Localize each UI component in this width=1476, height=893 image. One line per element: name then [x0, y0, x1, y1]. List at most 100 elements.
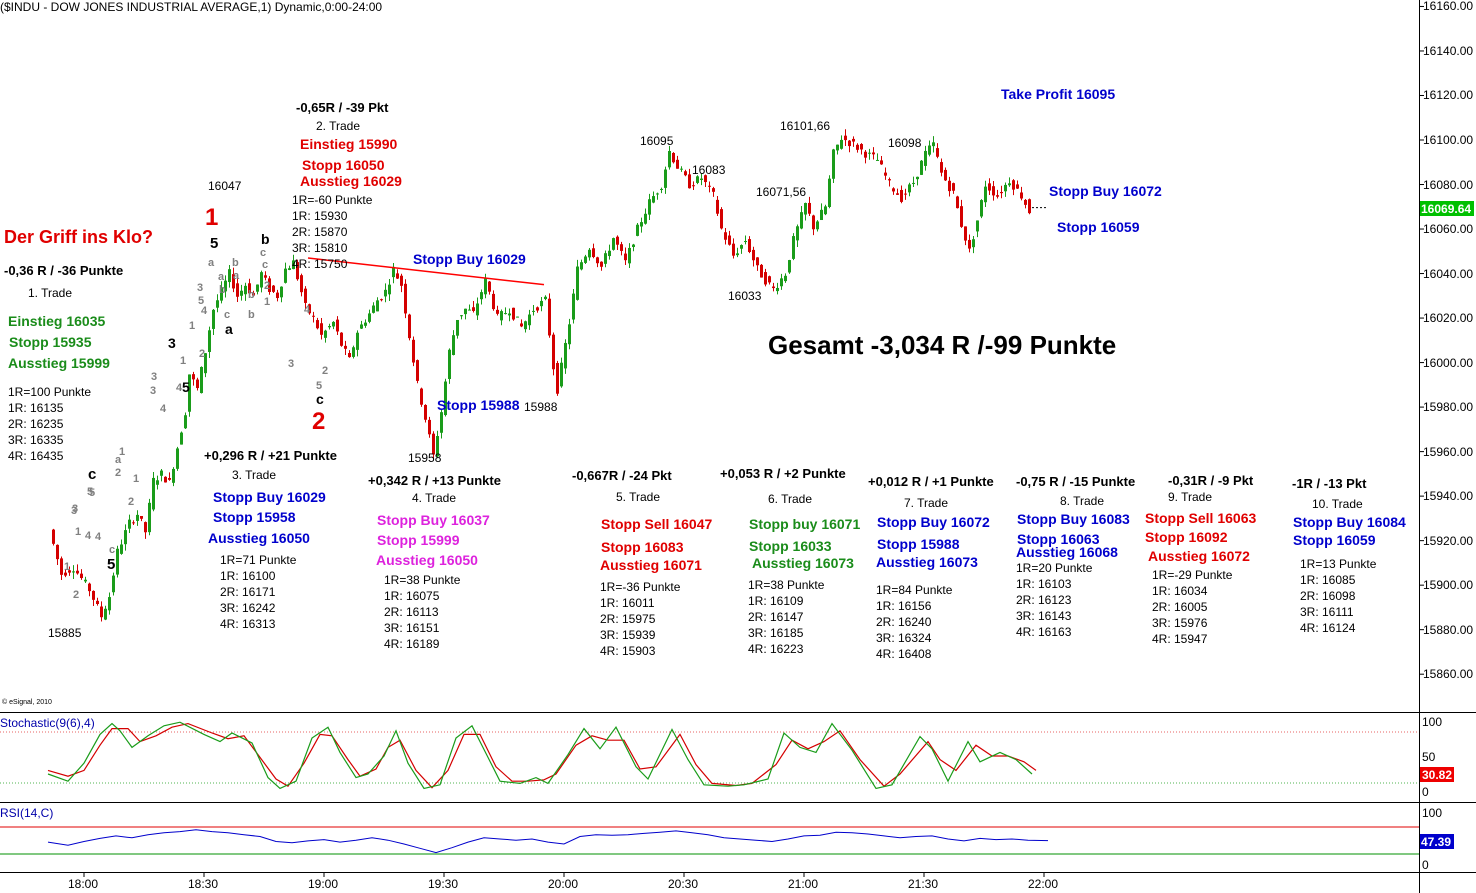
candle-up — [540, 300, 543, 307]
price-tick-label: 16160.00 — [1423, 0, 1474, 14]
wave-label: 3 — [72, 503, 79, 515]
trade3-stop: Stopp 15958 — [213, 509, 296, 525]
candle-down — [252, 292, 255, 296]
trade7-target-3: 3R: 16324 — [876, 631, 932, 645]
candle-down — [936, 148, 939, 157]
trade2-risk: 1R=-60 Punkte — [292, 193, 373, 207]
candle-up — [136, 514, 139, 521]
candle-down — [488, 281, 491, 292]
stopp-right-label: Stopp 16059 — [1057, 219, 1140, 235]
candle-down — [520, 323, 523, 327]
candle-down — [620, 244, 623, 251]
price-mark-16071: 16071,56 — [756, 185, 807, 199]
trade3-exit: Ausstieg 16050 — [208, 530, 310, 546]
wave-label: b — [248, 309, 255, 321]
trade2-name: 2. Trade — [316, 119, 361, 133]
candle-down — [944, 169, 947, 181]
candle-up — [500, 311, 503, 321]
wave-label: 4 — [176, 382, 183, 394]
candles — [52, 129, 1048, 622]
trade7-name: 7. Trade — [904, 496, 949, 510]
wave-label: 4 — [95, 531, 102, 543]
trade2-target-2: 2R: 15870 — [292, 225, 348, 239]
candle-up — [636, 224, 639, 236]
headline-question: Der Griff ins Klo? — [4, 227, 154, 247]
candle-down — [60, 558, 63, 575]
candle-down — [68, 570, 71, 573]
candle-up — [388, 284, 391, 295]
candle-up — [560, 362, 563, 387]
candle-up — [628, 247, 631, 264]
time-tick-label: 22:00 — [1028, 877, 1059, 891]
trade10-result: -1R / -13 Pkt — [1292, 476, 1367, 491]
candle-up — [648, 199, 651, 215]
candle-down — [748, 239, 751, 252]
candle-down — [316, 320, 319, 329]
candle-up — [484, 277, 487, 295]
candle-down — [96, 600, 99, 604]
candle-up — [984, 186, 987, 203]
candle-up — [524, 321, 527, 330]
trade10-entry: Stopp Buy 16084 — [1293, 514, 1406, 530]
trade7-target-1: 1R: 16156 — [876, 599, 932, 613]
trade5-name: 5. Trade — [616, 490, 661, 504]
candle-up — [288, 268, 291, 270]
candle-down — [400, 275, 403, 286]
candle-up — [216, 300, 219, 308]
candle-up — [504, 313, 507, 315]
candle-down — [408, 314, 411, 339]
wave-label: c — [260, 247, 267, 259]
wave-label: 3 — [151, 371, 158, 383]
candle-up — [604, 253, 607, 264]
wave-label: 3 — [197, 282, 204, 294]
rsi-line — [47, 829, 1049, 854]
candle-up — [792, 236, 795, 259]
time-tick-label: 18:00 — [68, 877, 99, 891]
candle-up — [440, 412, 443, 433]
trade5-target-4: 4R: 15903 — [600, 644, 656, 658]
candle-up — [568, 324, 571, 345]
stoch-tick-100: 100 — [1422, 715, 1443, 729]
price-tick-label: 15920.00 — [1423, 533, 1474, 548]
candle-up — [580, 262, 583, 270]
candle-down — [1028, 199, 1031, 214]
total-result: Gesamt -3,034 R /-99 Punkte — [768, 330, 1117, 360]
candle-up — [280, 286, 283, 298]
candle-up — [356, 332, 359, 350]
candle-down — [308, 304, 311, 314]
wave-label: 4 — [304, 304, 311, 316]
candle-up — [668, 150, 671, 168]
wave-1-red: 1 — [205, 204, 219, 231]
trade6-target-1: 1R: 16109 — [748, 594, 804, 608]
candle-up — [84, 579, 87, 582]
rsi-line-layer — [47, 829, 1049, 854]
wave-label: 2 — [322, 365, 329, 377]
wave-label: a — [115, 454, 122, 466]
wave-label: 1 — [119, 446, 126, 458]
candle-up — [828, 178, 831, 207]
candle-down — [616, 236, 619, 245]
candle-up — [740, 245, 743, 249]
trade4-target-4: 4R: 16189 — [384, 637, 440, 651]
candle-down — [624, 253, 627, 261]
candle-down — [812, 215, 815, 230]
wave-label: 2 — [128, 496, 135, 508]
candle-up — [172, 468, 175, 483]
candle-down — [92, 590, 95, 600]
candle-down — [888, 179, 891, 181]
candle-down — [56, 544, 59, 560]
candle-down — [708, 185, 711, 187]
candle-up — [448, 349, 451, 380]
candle-down — [396, 273, 399, 279]
wave-label: c — [224, 309, 231, 321]
candle-down — [168, 477, 171, 480]
trade9-target-2: 2R: 16005 — [1152, 600, 1208, 614]
candle-up — [532, 310, 535, 312]
candle-down — [704, 175, 707, 183]
trade1-exit: Ausstieg 15999 — [8, 355, 110, 371]
trade8-target-2: 2R: 16123 — [1016, 593, 1072, 607]
trade8-stop: Stopp 16063 — [1017, 531, 1100, 547]
axis-ticks — [83, 5, 1424, 877]
candle-down — [312, 315, 315, 317]
